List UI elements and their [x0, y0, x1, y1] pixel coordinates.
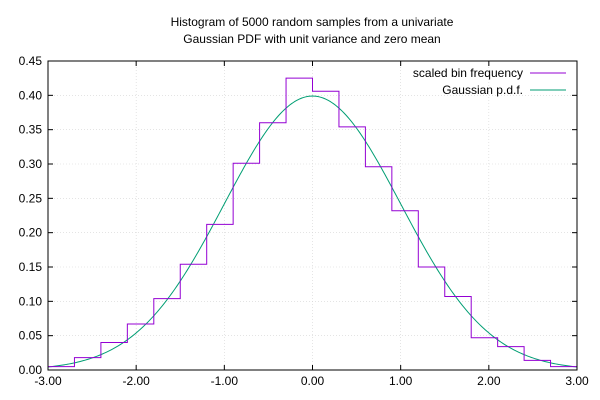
- histogram-bin: [260, 123, 286, 370]
- y-tick-label: 0.00: [19, 363, 43, 377]
- x-tick-label: -2.00: [122, 374, 150, 388]
- histogram-bin: [524, 360, 550, 370]
- x-tick-label: 2.00: [477, 374, 501, 388]
- histogram-bin: [392, 211, 418, 370]
- histogram-bin: [101, 343, 127, 370]
- histogram-bin: [471, 338, 497, 370]
- y-tick-label: 0.40: [19, 88, 43, 102]
- y-tick-label: 0.45: [19, 54, 43, 68]
- x-tick-label: 0.00: [301, 374, 325, 388]
- x-tick-label: -1.00: [211, 374, 239, 388]
- histogram-bin: [154, 299, 180, 370]
- histogram-bin: [445, 297, 471, 370]
- chart-title-line-2: Gaussian PDF with unit variance and zero…: [183, 32, 440, 46]
- histogram-bin: [498, 347, 524, 370]
- y-tick-label: 0.35: [19, 123, 43, 137]
- histogram-step-line: [48, 77, 577, 368]
- x-tick-label: 1.00: [389, 374, 413, 388]
- chart-title-line-1: Histogram of 5000 random samples from a …: [171, 15, 454, 29]
- histogram-bin: [418, 267, 444, 370]
- legend-label-histogram: scaled bin frequency: [413, 66, 523, 80]
- plot-series: [47, 77, 578, 370]
- histogram-bin: [313, 91, 339, 370]
- legend-label-gaussian: Gaussian p.d.f.: [442, 83, 523, 97]
- gaussian-pdf-line: [47, 95, 578, 368]
- histogram-bin: [365, 167, 391, 370]
- x-tick-label: -3.00: [34, 374, 62, 388]
- y-tick-label: 0.15: [19, 260, 43, 274]
- histogram-bin: [286, 78, 312, 370]
- histogram-bin: [127, 324, 153, 370]
- histogram-bin: [207, 224, 233, 370]
- histogram-bin: [74, 358, 100, 370]
- histogram-bin: [339, 127, 365, 370]
- legend: scaled bin frequency Gaussian p.d.f.: [413, 66, 566, 97]
- histogram-bin: [180, 264, 206, 370]
- y-tick-label: 0.10: [19, 294, 43, 308]
- axes: 0.00 0.05 0.10 0.15 0.20 0.25 0.30 0.35 0.40 0.45…: [19, 54, 589, 388]
- y-tick-label: 0.20: [19, 226, 43, 240]
- y-tick-label: 0.05: [19, 329, 43, 343]
- histogram-bin: [48, 367, 74, 370]
- y-tick-label: 0.25: [19, 191, 43, 205]
- y-tick-label: 0.30: [19, 157, 43, 171]
- grid: [48, 61, 577, 370]
- histogram-bin: [233, 163, 259, 370]
- histogram-bin: [551, 367, 577, 370]
- x-tick-label: 3.00: [565, 374, 589, 388]
